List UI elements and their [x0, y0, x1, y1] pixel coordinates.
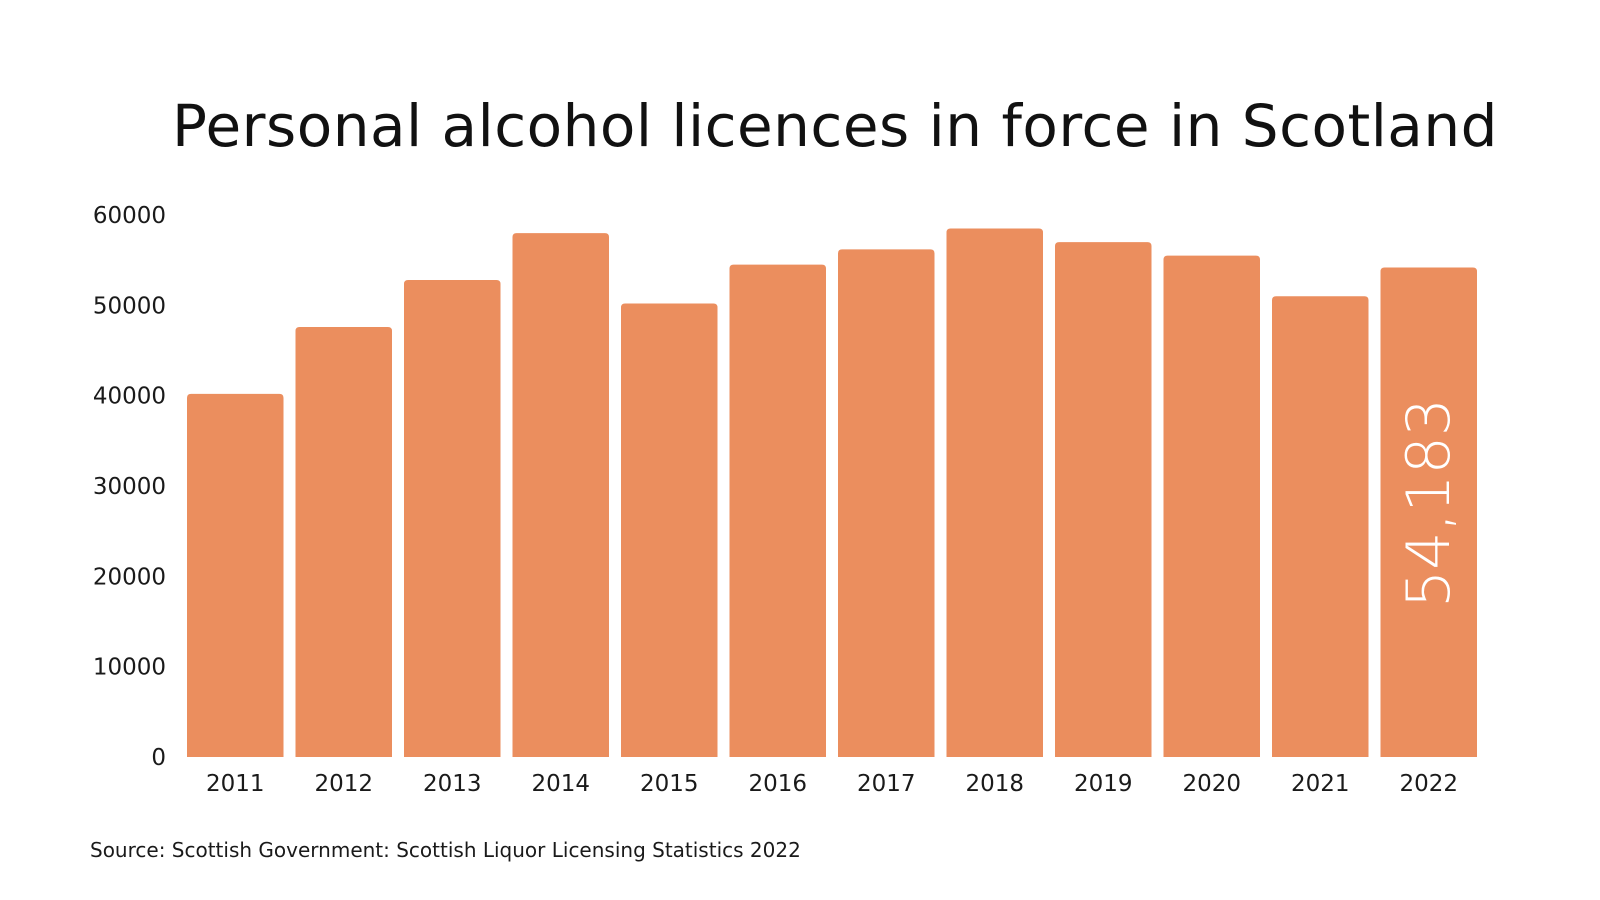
bar-2022 — [1380, 267, 1477, 757]
bar-2014 — [512, 233, 609, 758]
x-tick-label: 2015 — [640, 771, 699, 797]
y-tick-label: 60000 — [93, 203, 166, 229]
bar-2017 — [838, 249, 935, 757]
y-tick-label: 10000 — [93, 655, 166, 681]
y-tick-label: 30000 — [93, 474, 166, 500]
y-tick-label: 40000 — [93, 384, 166, 410]
bar-value-annotation: 54,183 — [1394, 398, 1464, 608]
x-tick-label: 2017 — [857, 771, 916, 797]
x-tick-label: 2012 — [314, 771, 373, 797]
bar-2019 — [1055, 242, 1152, 758]
x-tick-label: 2014 — [531, 771, 590, 797]
y-tick-label: 0 — [151, 745, 166, 771]
x-tick-label: 2019 — [1074, 771, 1133, 797]
y-axis: 0 10000 20000 30000 40000 50000 60000 — [93, 203, 166, 771]
bar-2015 — [621, 303, 718, 757]
x-tick-label: 2021 — [1291, 771, 1350, 797]
annotations-group: 54,183 — [1394, 398, 1464, 608]
source-note: Source: Scottish Government: Scottish Li… — [90, 838, 801, 862]
x-tick-label: 2011 — [206, 771, 265, 797]
x-tick-label: 2018 — [965, 771, 1024, 797]
x-axis: 2011 2012 2013 2014 2015 2016 2017 2018 2019 2020… — [206, 771, 1458, 797]
x-tick-label: 2013 — [423, 771, 482, 797]
bar-2012 — [295, 327, 392, 757]
bar-2018 — [946, 228, 1043, 758]
x-tick-label: 2022 — [1399, 771, 1458, 797]
bar-2011 — [187, 393, 284, 757]
bar-2016 — [729, 264, 826, 757]
y-tick-label: 20000 — [93, 564, 166, 590]
chart-title: Personal alcohol licences in force in Sc… — [172, 92, 1498, 160]
bars-group — [187, 228, 1477, 758]
bar-2021 — [1272, 296, 1369, 757]
bar-2013 — [404, 280, 501, 757]
x-tick-label: 2016 — [748, 771, 807, 797]
bar-2020 — [1163, 255, 1260, 757]
y-tick-label: 50000 — [93, 293, 166, 319]
x-tick-label: 2020 — [1182, 771, 1241, 797]
